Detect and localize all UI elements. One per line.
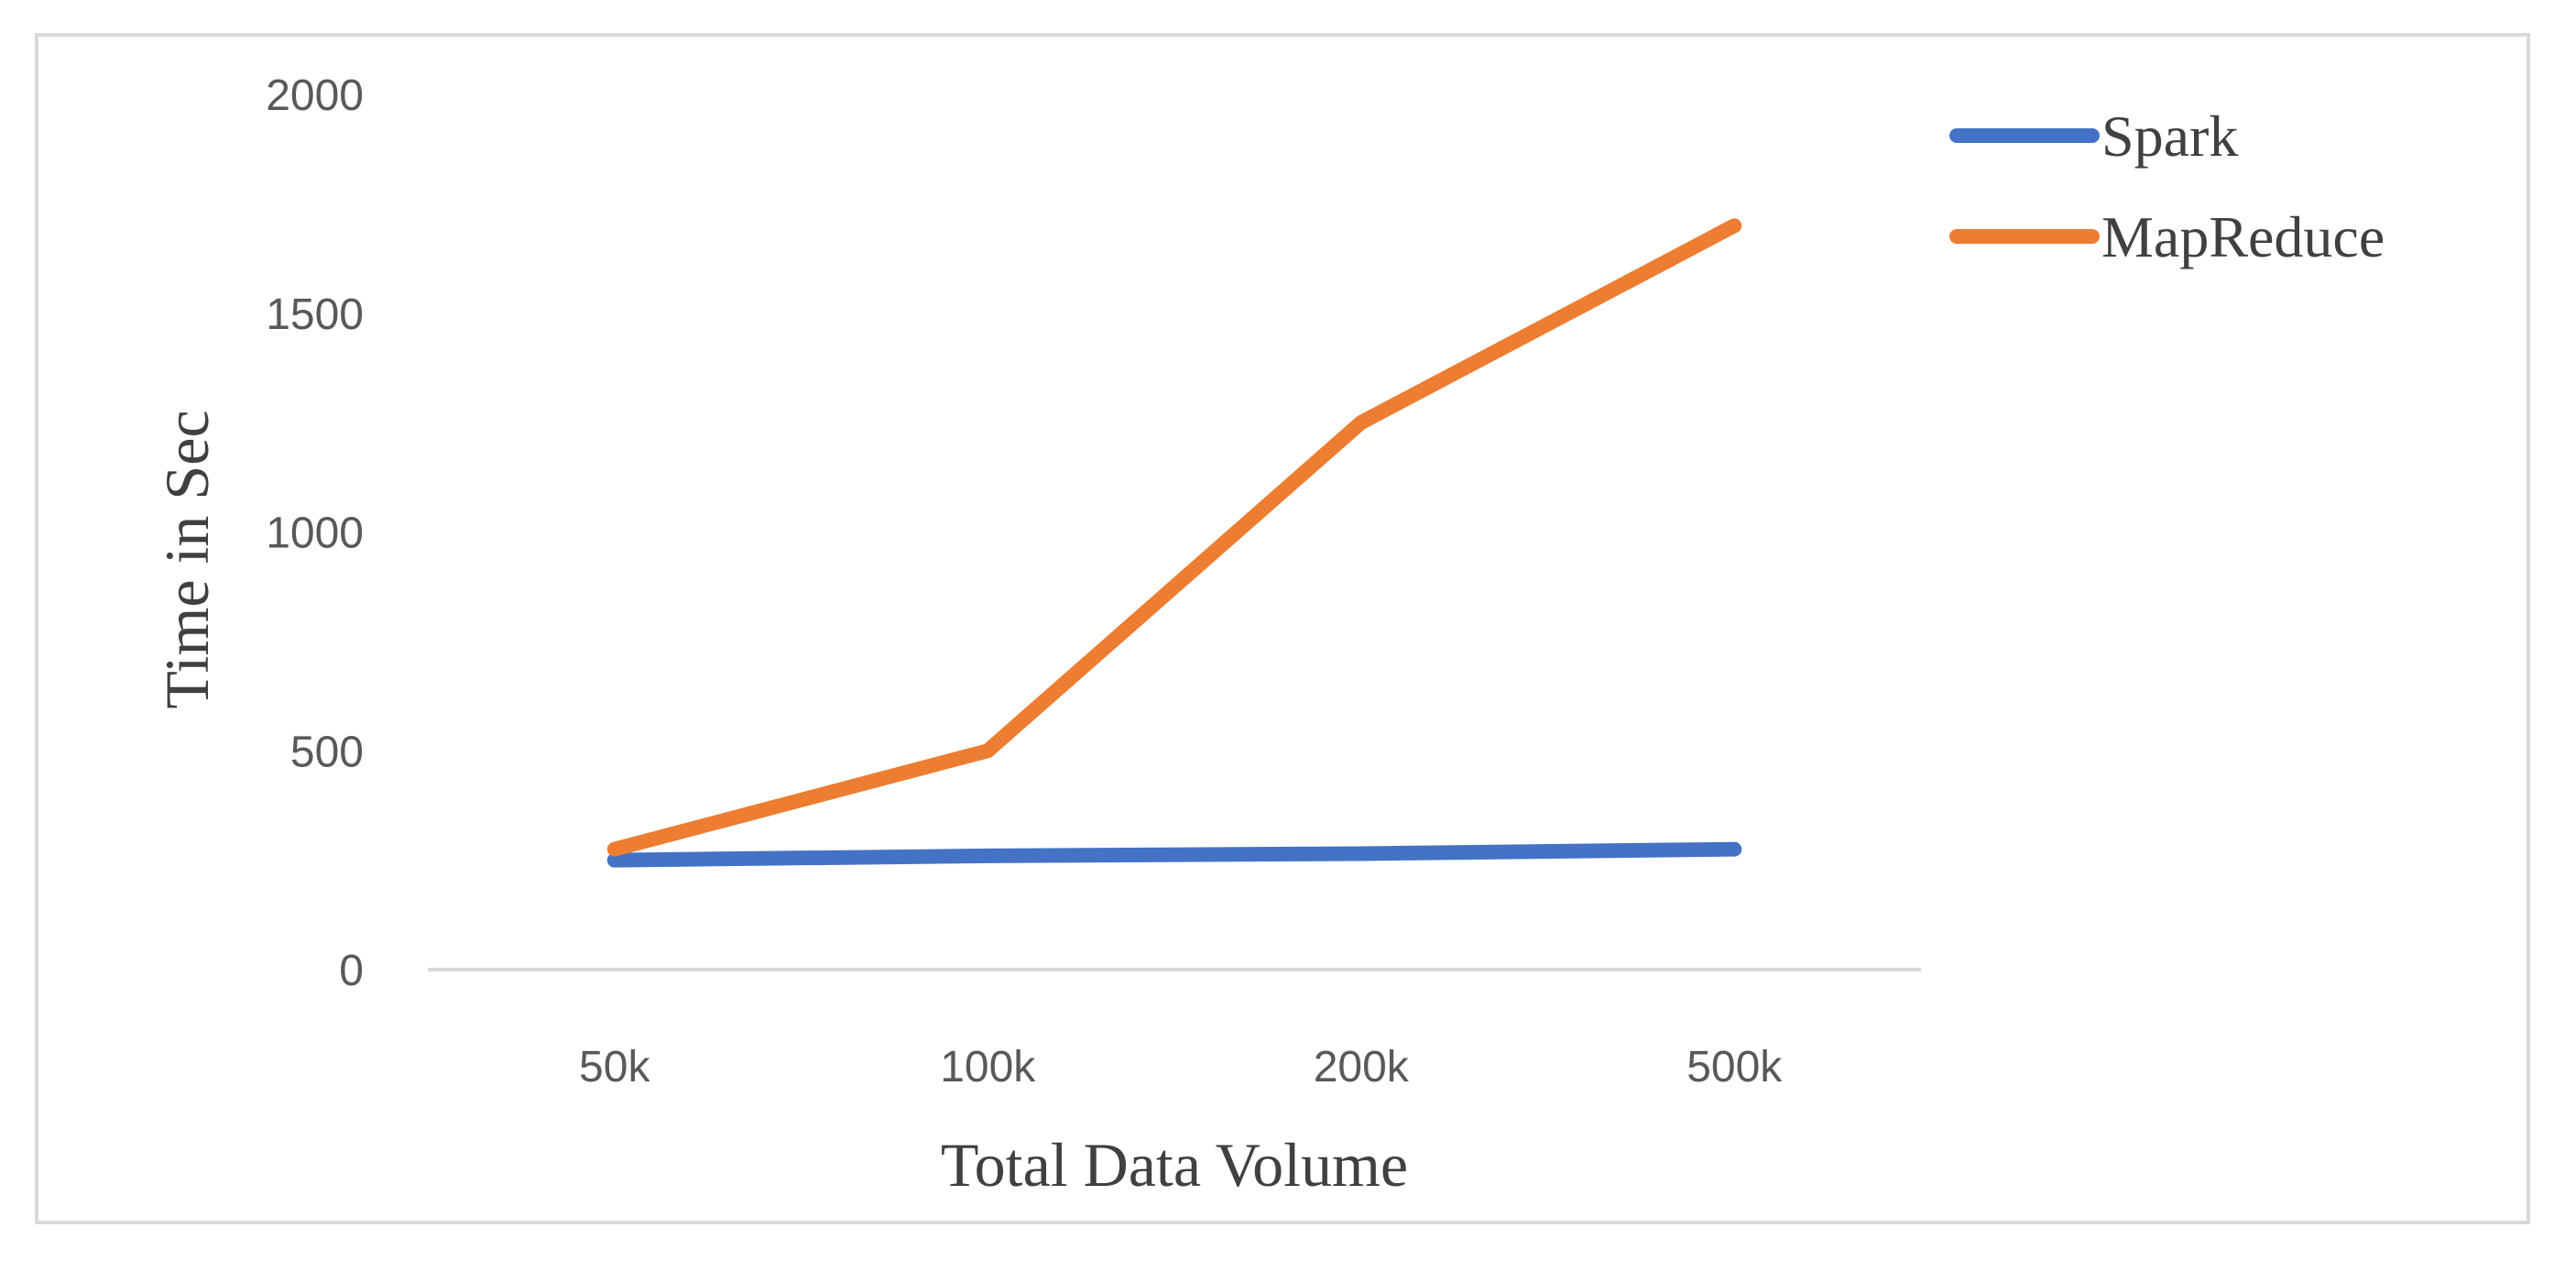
line-chart: 0 500 1000 1500 2000 50k 100k 200k 500k Spark Ma…	[152, 71, 2385, 1200]
x-tick-label: 50k	[579, 1043, 650, 1091]
x-tick-label: 500k	[1686, 1043, 1783, 1091]
x-tick-label: 200k	[1314, 1043, 1410, 1091]
y-axis-ticks: 0 500 1000 1500 2000	[266, 71, 364, 995]
y-tick-label: 500	[290, 728, 364, 776]
series-line-spark	[606, 841, 1742, 868]
y-tick-label: 2000	[266, 71, 364, 120]
legend-label-spark: Spark	[2101, 104, 2238, 169]
legend: Spark MapReduce	[1949, 104, 2385, 269]
chart-frame: 0 500 1000 1500 2000 50k 100k 200k 500k Spark Ma…	[35, 33, 2530, 1224]
series-line-mapreduce	[606, 218, 1742, 857]
series-layer	[606, 218, 1742, 868]
y-tick-label: 1000	[266, 510, 364, 558]
x-tick-label: 100k	[940, 1043, 1036, 1091]
y-tick-label: 1500	[266, 291, 364, 339]
x-axis-title: Total Data Volume	[941, 1130, 1408, 1200]
x-axis-ticks: 50k 100k 200k 500k	[579, 1043, 1783, 1091]
y-axis-title: Time in Sec	[152, 410, 222, 708]
legend-label-mapreduce: MapReduce	[2101, 204, 2385, 269]
y-tick-label: 0	[339, 947, 364, 995]
